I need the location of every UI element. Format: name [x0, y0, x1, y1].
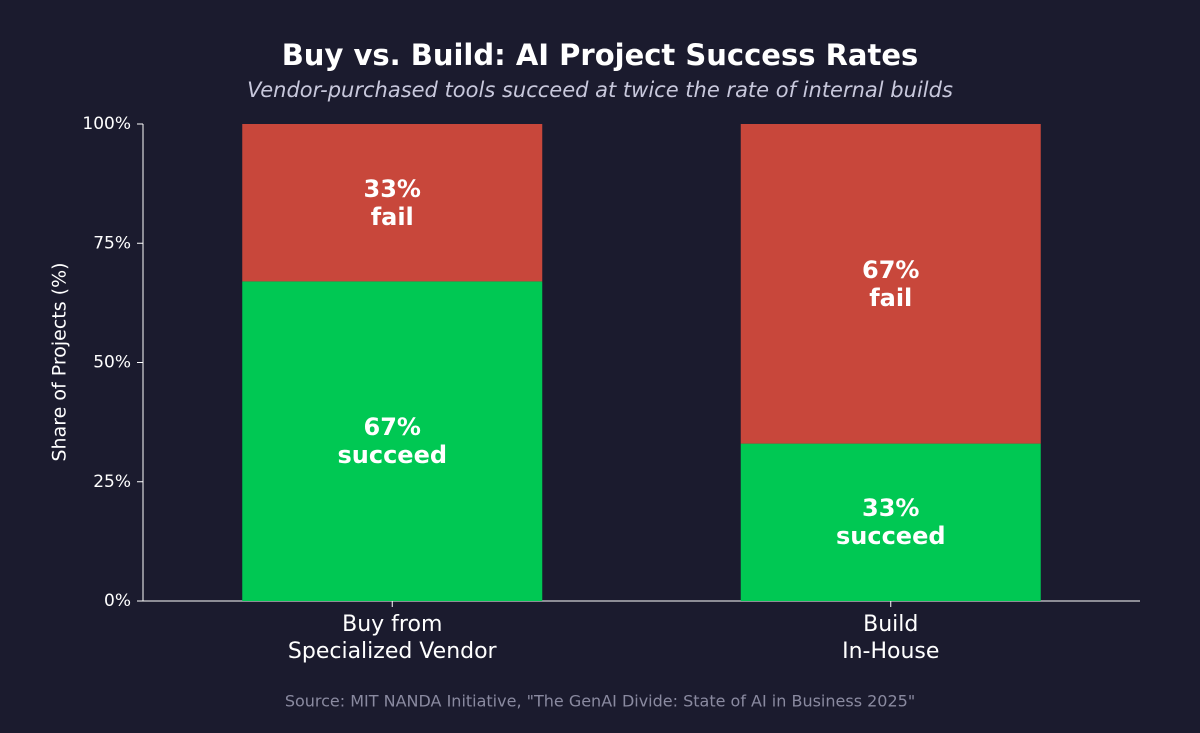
y-tick-label: 75% — [93, 233, 131, 253]
segment-name: succeed — [835, 522, 946, 551]
segment-label: 33% fail — [364, 175, 421, 231]
segment-name: fail — [370, 202, 414, 231]
bar-segment — [242, 281, 543, 601]
segment-label: 67% fail — [862, 256, 919, 312]
segment-name: succeed — [337, 441, 448, 470]
bar-segment — [740, 124, 1041, 444]
segment-value: 67% — [363, 413, 421, 442]
chart-title: Buy vs. Build: AI Project Success Rates — [282, 38, 919, 72]
y-tick-label: 25% — [93, 472, 131, 492]
y-tick-label: 0% — [104, 591, 131, 611]
chart-subtitle: Vendor-purchased tools succeed at twice … — [247, 78, 953, 102]
bar-segment — [242, 124, 543, 282]
segment-label: 67% succeed — [337, 413, 447, 469]
segment-value: 67% — [862, 255, 920, 284]
x-tick-label: Build In-House — [842, 612, 940, 664]
x-tick-label: Buy from Specialized Vendor — [287, 612, 497, 664]
y-tick-label: 100% — [82, 114, 131, 134]
source: Source: MIT NANDA Initiative, "The GenAI… — [285, 692, 915, 711]
bar-segment — [740, 443, 1041, 601]
segment-value: 33% — [363, 174, 421, 203]
segment-name: fail — [869, 283, 913, 312]
y-axis-label: Share of Projects (%) — [49, 262, 71, 461]
segment-value: 33% — [862, 494, 920, 523]
y-tick-label: 50% — [93, 353, 131, 373]
segment-label: 33% succeed — [836, 494, 946, 550]
